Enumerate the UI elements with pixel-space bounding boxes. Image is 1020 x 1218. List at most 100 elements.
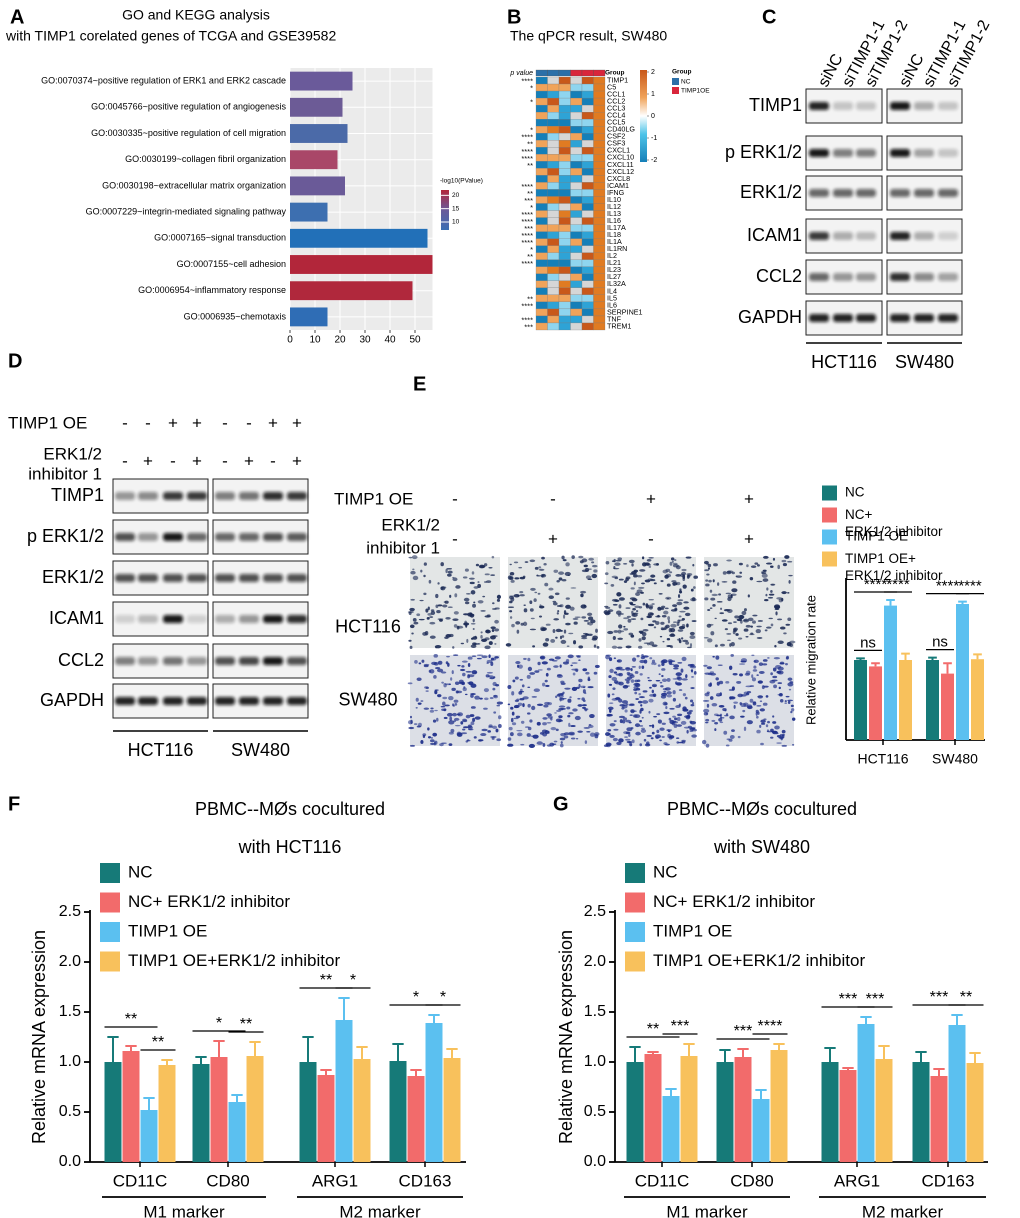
stained-cell	[628, 721, 632, 724]
stained-cell	[450, 728, 455, 733]
stained-cell	[676, 621, 680, 627]
stained-cell	[497, 723, 502, 728]
stained-cell	[559, 697, 562, 702]
stained-cell	[629, 714, 633, 716]
stained-cell	[756, 580, 763, 583]
stained-cell	[572, 617, 579, 620]
stained-cell	[446, 712, 453, 717]
stained-cell	[642, 690, 648, 693]
gene-label: IL27	[607, 272, 621, 281]
significance-label: *	[413, 989, 419, 1006]
blot-row-label: ICAM1	[49, 608, 104, 628]
y-tick-label: 2.5	[584, 903, 606, 920]
blot-band	[890, 189, 910, 197]
heatmap-cell	[547, 266, 560, 274]
significance-label: ***	[671, 1018, 690, 1035]
bar	[228, 1102, 246, 1162]
stained-cell	[689, 631, 695, 636]
heatmap-cell	[593, 301, 606, 310]
stained-cell	[519, 678, 524, 681]
stained-cell	[689, 635, 696, 640]
error-bar	[824, 1047, 836, 1062]
stained-cell	[638, 606, 643, 609]
gene-label: IL1A	[607, 237, 622, 246]
bar	[140, 1110, 158, 1162]
stained-cell	[408, 726, 415, 730]
heatmap-cell	[593, 126, 606, 134]
stained-cell	[627, 618, 632, 623]
stained-cell	[573, 640, 577, 645]
stained-cell	[770, 583, 776, 586]
stained-cell	[709, 682, 712, 687]
stained-cell	[646, 558, 652, 562]
stained-cell	[791, 744, 795, 746]
stained-cell	[536, 741, 543, 745]
stained-cell	[545, 684, 550, 688]
stained-cell	[607, 732, 611, 736]
blot-band	[938, 189, 958, 197]
x-tick-label: CD80	[206, 1171, 249, 1190]
stained-cell	[623, 685, 630, 687]
stained-cell	[629, 703, 635, 706]
stained-cell	[554, 592, 560, 596]
stained-cell	[587, 621, 590, 625]
stained-cell	[714, 644, 718, 648]
stained-cell	[447, 573, 452, 577]
stained-cell	[507, 743, 514, 747]
stained-cell	[672, 697, 677, 702]
stained-cell	[459, 668, 466, 672]
stained-cell	[486, 580, 492, 583]
stained-cell	[734, 615, 740, 619]
y-tick-label: GO:0030198~extracellular matrix organiza…	[102, 180, 286, 190]
p-value-label: ***	[524, 322, 533, 331]
stained-cell	[422, 733, 427, 737]
stained-cell	[509, 563, 512, 566]
stained-cell	[618, 578, 624, 581]
error-bar	[107, 1036, 119, 1062]
stained-cell	[705, 718, 710, 722]
heatmap-cell	[593, 287, 606, 295]
stained-cell	[485, 674, 490, 678]
legend-label-line: ERK1/2 inhibitor	[845, 523, 943, 538]
stained-cell	[777, 618, 783, 621]
migration-image	[407, 654, 504, 747]
x-tick-label: 40	[384, 335, 396, 346]
stained-cell	[550, 726, 557, 731]
stained-cell	[668, 628, 673, 633]
stained-cell	[534, 591, 538, 594]
stained-cell	[676, 601, 683, 606]
stained-cell	[426, 617, 430, 620]
stained-cell	[677, 713, 683, 717]
stained-cell	[480, 634, 483, 639]
stained-cell	[759, 724, 762, 728]
significance-label: ***	[930, 989, 949, 1006]
stained-cell	[569, 733, 575, 736]
stained-cell	[532, 734, 539, 739]
stained-cell	[765, 695, 769, 698]
stained-cell	[407, 611, 414, 614]
error-bar	[773, 1043, 785, 1050]
stained-cell	[538, 566, 542, 569]
stained-cell	[721, 619, 728, 622]
heatmap-cell	[535, 182, 548, 190]
blot-band	[215, 697, 235, 705]
stained-cell	[760, 742, 764, 746]
stained-cell	[430, 707, 434, 710]
stained-cell	[707, 638, 713, 643]
stained-cell	[622, 717, 628, 721]
gene-label: CCL3	[607, 104, 625, 113]
stained-cell	[772, 675, 778, 679]
stained-cell	[790, 708, 795, 712]
stained-cell	[465, 623, 468, 628]
stained-cell	[749, 576, 754, 581]
error-bar	[886, 599, 895, 606]
stained-cell	[665, 573, 672, 578]
blot-row-label: TIMP1	[51, 485, 104, 505]
stained-cell	[429, 669, 435, 674]
stained-cell	[509, 616, 513, 619]
stained-cell	[440, 562, 444, 567]
bar	[875, 1059, 893, 1162]
stained-cell	[784, 700, 787, 703]
condition-sign: +	[646, 489, 656, 508]
stained-cell	[716, 694, 721, 697]
